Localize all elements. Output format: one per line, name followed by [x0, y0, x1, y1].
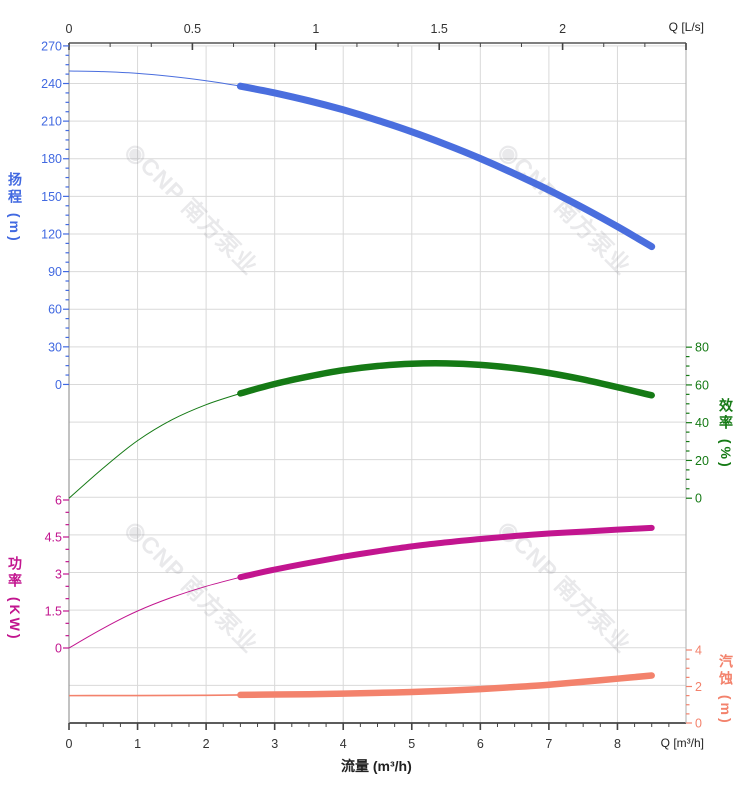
tick-label: 120 [41, 227, 62, 241]
tick-label: 0 [55, 378, 62, 392]
tick-label: 40 [695, 416, 709, 430]
power-axis-title: 功率 (KW) [7, 556, 23, 642]
tick-label: 150 [41, 190, 62, 204]
tick-label: 20 [695, 454, 709, 468]
tick-label: 4 [695, 644, 702, 658]
watermark: ◉CNP 南方泵业 [120, 515, 263, 658]
head-curve-thin [68, 70, 241, 87]
tick-label: 5 [408, 737, 415, 751]
tick-label: 90 [48, 265, 62, 279]
tick-label: 0 [695, 492, 702, 506]
head-curve [236, 82, 656, 251]
npsh-curve-thin [68, 694, 241, 697]
tick-label: 1.5 [431, 22, 448, 36]
tick-label: 0 [55, 642, 62, 656]
tick-label: 80 [695, 341, 709, 355]
efficiency-curve [237, 360, 655, 399]
tick-label: 6 [477, 737, 484, 751]
tick-label: 240 [41, 77, 62, 91]
tick-label: 60 [48, 303, 62, 317]
tick-label: 0 [695, 717, 702, 731]
tick-label: 30 [48, 340, 62, 354]
flow-axis-title: 流量 (m³/h) [341, 758, 412, 774]
tick-label: 0 [66, 737, 73, 751]
tick-label: 2 [203, 737, 210, 751]
tick-label: 4.5 [45, 530, 62, 544]
power-curve [237, 524, 655, 581]
efficiency-axis-title: 效率 (%) [718, 398, 734, 470]
head-axis-title: 扬程 (m) [7, 172, 23, 244]
tick-label: 1.5 [45, 604, 62, 618]
tick-label: 7 [545, 737, 552, 751]
tick-label: 0.5 [184, 22, 201, 36]
tick-label: 270 [41, 39, 62, 53]
tick-label: 2 [559, 22, 566, 36]
tick-label: 3 [55, 567, 62, 581]
tick-label: 210 [41, 115, 62, 129]
npsh-curve [237, 672, 655, 699]
tick-label: 0 [66, 22, 73, 36]
top-axis-unit-label: Q [L/s] [668, 20, 704, 34]
efficiency-curve-thin [68, 392, 241, 499]
tick-label: 3 [271, 737, 278, 751]
npsh-axis-title: 汽蚀 (m) [718, 654, 734, 726]
tick-label: 180 [41, 152, 62, 166]
tick-label: 60 [695, 378, 709, 392]
tick-label: 4 [340, 737, 347, 751]
tick-label: 1 [312, 22, 319, 36]
tick-label: 6 [55, 493, 62, 507]
power-curve-thin [68, 576, 241, 649]
tick-label: 8 [614, 737, 621, 751]
tick-label: 1 [134, 737, 141, 751]
bottom-axis-unit-label: Q [m³/h] [660, 736, 704, 750]
tick-label: 2 [695, 680, 702, 694]
